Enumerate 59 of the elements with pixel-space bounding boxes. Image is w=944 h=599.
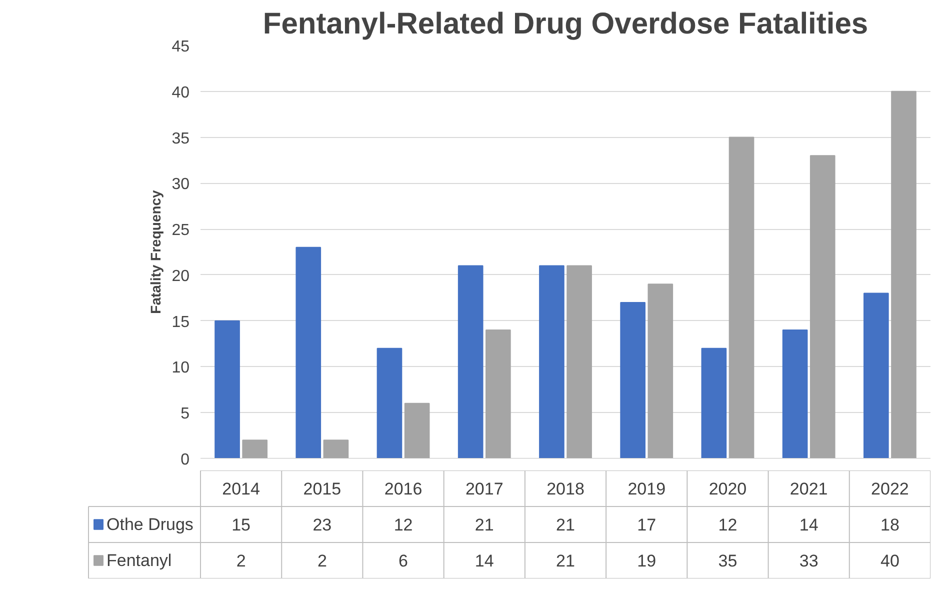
y-axis-title: Fatality Frequency [148,190,164,314]
bar [404,402,430,458]
data-label: 17 [637,516,656,534]
bar [323,440,349,458]
x-tick-label: 2014 [222,480,260,498]
x-tick-label: 2022 [871,480,909,498]
y-tick-label: 0 [180,452,190,468]
y-tick-label: 35 [172,130,190,148]
bar [648,284,674,458]
x-tick-label: 2019 [628,480,666,498]
bar [242,440,268,458]
bar [214,320,240,458]
bar [566,265,592,458]
data-label: 15 [232,516,251,534]
y-tick-label: 20 [172,268,190,285]
bar [701,348,727,458]
bar [620,302,646,458]
bar [891,90,916,458]
bar [486,330,511,458]
bar [728,136,754,458]
bar [458,265,484,458]
x-tick-label: 2017 [465,480,504,498]
data-label: 14 [474,552,494,570]
x-tick-label: 2020 [708,480,747,498]
data-label: 6 [398,552,408,570]
y-tick-label: 15 [172,314,190,331]
data-label: 18 [880,516,900,534]
data-label: 33 [799,552,818,570]
y-tick-label: 25 [172,222,190,240]
x-tick-label: 2016 [384,480,422,498]
data-label: 21 [556,552,575,570]
x-tick-label: 2018 [546,480,584,498]
data-label: 19 [637,552,656,570]
x-tick-label: 2015 [303,480,342,498]
bar [782,330,808,458]
y-tick-label: 30 [172,176,190,194]
x-tick-label: 2021 [790,480,828,498]
y-tick-label: 45 [172,38,190,56]
data-label: 40 [880,552,900,570]
y-tick-label: 40 [172,84,190,102]
data-label: 12 [394,516,413,534]
data-label: 21 [556,516,575,534]
data-label: 2 [236,552,246,570]
data-label: 14 [799,516,818,534]
data-label: 21 [474,516,494,534]
chart-title: Fentanyl-Related Drug Overdose Fatalities [262,8,868,40]
legend-label: Fentanyl [106,551,172,570]
bar [296,246,322,458]
bar [810,155,836,458]
data-label: 12 [718,516,738,534]
data-label: 35 [718,552,738,570]
bar [539,265,564,458]
legend-label: Othe Drugs [106,515,194,534]
bar [376,348,402,458]
y-tick-label: 10 [172,360,190,377]
bar [863,292,889,458]
data-label: 2 [317,552,327,570]
y-tick-label: 5 [180,406,190,423]
data-label: 23 [312,516,332,534]
